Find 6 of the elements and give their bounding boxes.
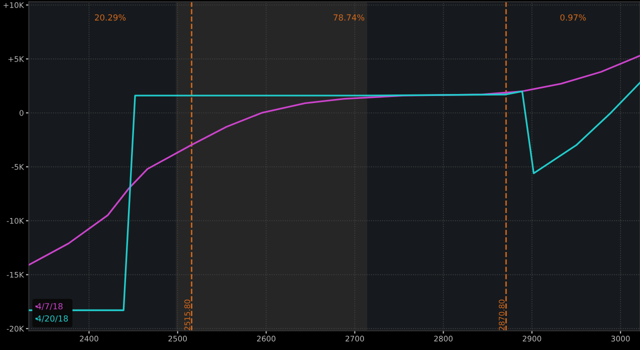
line-series	[28, 54, 640, 266]
legend-label: 4/20/18	[36, 315, 68, 322]
annotation: 78.74%	[334, 14, 364, 21]
legend-label: 4/7/18	[36, 303, 63, 310]
annotation: 20.29%	[94, 14, 126, 21]
annotation: 0.97%	[560, 14, 586, 21]
